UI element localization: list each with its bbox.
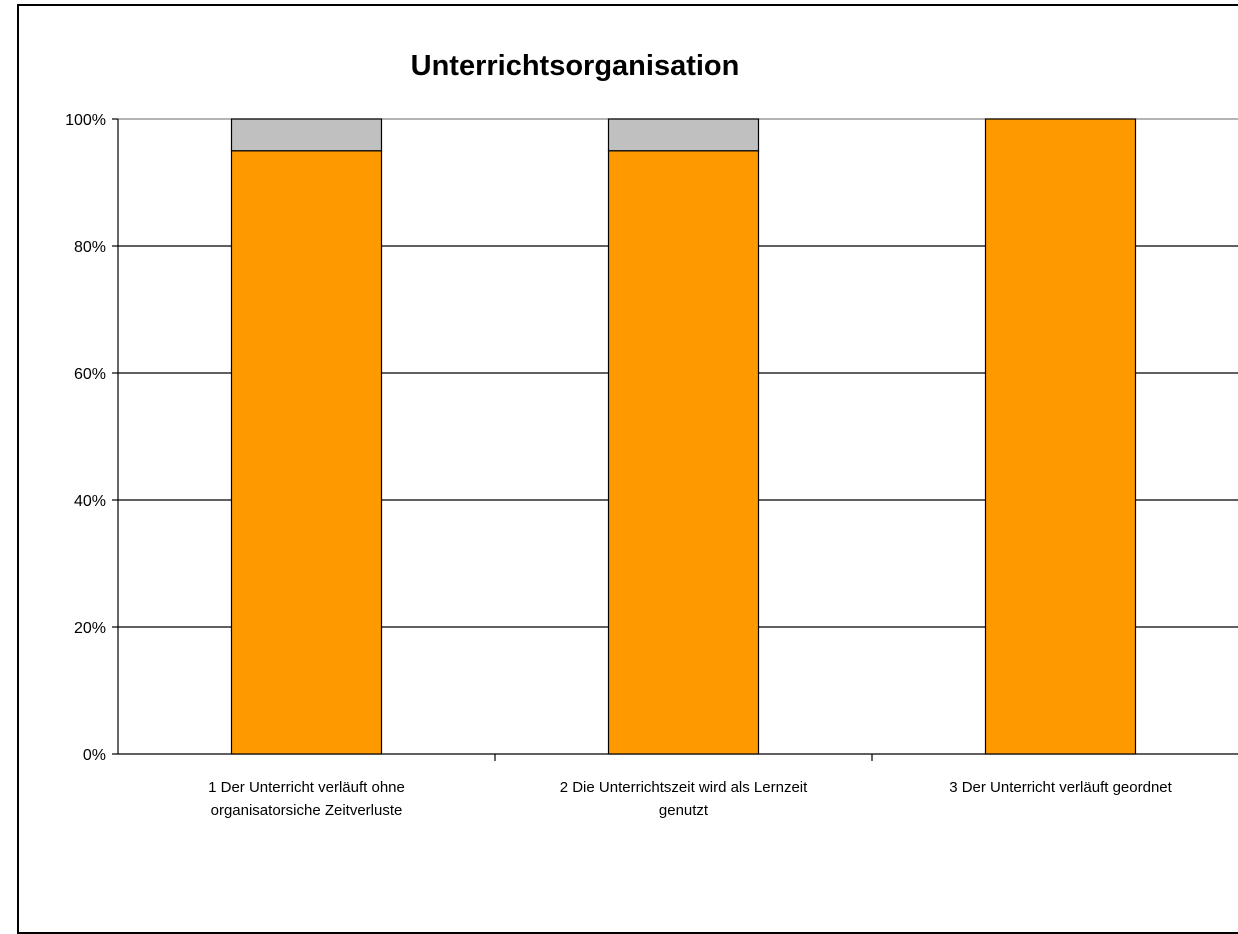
y-tick-label: 80%	[74, 239, 106, 256]
bar-segment	[607, 118, 760, 152]
x-category-label: organisatorsiche Zeitverluste	[211, 802, 403, 819]
y-tick-label: 60%	[74, 366, 106, 383]
y-tick-label: 0%	[83, 747, 106, 764]
bar-segment	[230, 118, 383, 152]
bar-segment	[984, 118, 1137, 755]
x-category-label: genutzt	[659, 802, 709, 819]
chart-title: Unterrichtsorganisation	[410, 50, 740, 82]
bar-segment	[230, 150, 383, 755]
x-category-label: 3 Der Unterricht verläuft geordnet	[949, 779, 1172, 796]
x-category-label: 1 Der Unterricht verläuft ohne	[208, 779, 405, 796]
y-tick-label: 100%	[65, 112, 106, 129]
y-tick-label: 20%	[74, 620, 106, 637]
bar-segment	[607, 150, 760, 755]
y-tick-label: 40%	[74, 493, 106, 510]
x-category-label: 2 Die Unterrichtszeit wird als Lernzeit	[560, 779, 808, 796]
